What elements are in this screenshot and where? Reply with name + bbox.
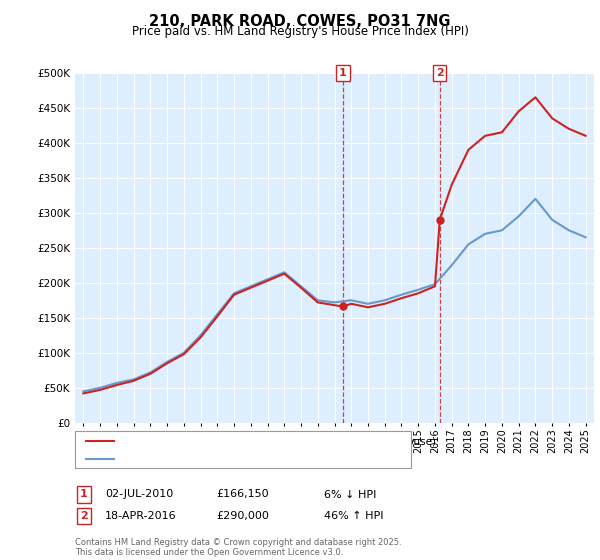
Text: HPI: Average price, semi-detached house, Isle of Wight: HPI: Average price, semi-detached house,… [120, 454, 407, 464]
Text: 2: 2 [80, 511, 88, 521]
Text: 210, PARK ROAD, COWES, PO31 7NG: 210, PARK ROAD, COWES, PO31 7NG [149, 14, 451, 29]
Text: Contains HM Land Registry data © Crown copyright and database right 2025.
This d: Contains HM Land Registry data © Crown c… [75, 538, 401, 557]
Text: Price paid vs. HM Land Registry's House Price Index (HPI): Price paid vs. HM Land Registry's House … [131, 25, 469, 38]
Text: 46% ↑ HPI: 46% ↑ HPI [324, 511, 383, 521]
Text: 02-JUL-2010: 02-JUL-2010 [105, 489, 173, 500]
Text: 1: 1 [80, 489, 88, 500]
Text: 6% ↓ HPI: 6% ↓ HPI [324, 489, 376, 500]
Text: 18-APR-2016: 18-APR-2016 [105, 511, 176, 521]
Text: 2: 2 [436, 68, 443, 78]
Text: 210, PARK ROAD, COWES, PO31 7NG (semi-detached house): 210, PARK ROAD, COWES, PO31 7NG (semi-de… [120, 436, 436, 446]
Text: £166,150: £166,150 [216, 489, 269, 500]
Text: 1: 1 [339, 68, 347, 78]
Text: £290,000: £290,000 [216, 511, 269, 521]
